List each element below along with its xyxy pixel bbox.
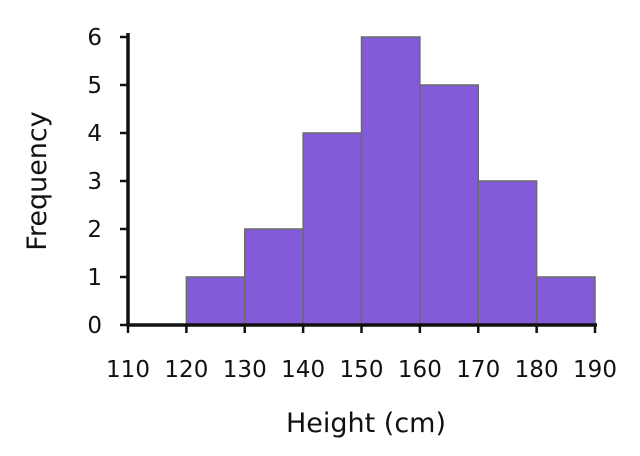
x-axis-title: Height (cm)	[286, 408, 446, 439]
y-tick-label: 3	[87, 169, 102, 195]
histogram-bar-150-160	[360, 36, 421, 326]
x-tick-label: 140	[281, 357, 325, 383]
y-axis-title: Frequency	[22, 111, 53, 251]
histogram-bar-160-170	[419, 84, 479, 326]
x-tick-label: 150	[340, 357, 384, 383]
y-tick-label: 0	[87, 313, 102, 339]
y-tick-label: 6	[87, 25, 102, 51]
x-tick-label: 120	[164, 357, 208, 383]
y-tick-label: 5	[87, 73, 102, 99]
histogram-bar-130-140	[244, 228, 304, 326]
x-tick-label: 110	[106, 357, 150, 383]
bars-group	[185, 36, 596, 326]
x-tick-label: 180	[515, 357, 559, 383]
x-tick-label: 170	[456, 357, 500, 383]
histogram-bar-140-150	[302, 132, 363, 326]
x-tick-label: 130	[223, 357, 267, 383]
histogram-bar-120-130	[185, 276, 246, 326]
x-ticks-group: 110 120 130 140 150 160 170 180 190	[106, 325, 617, 383]
x-tick-label: 190	[573, 357, 617, 383]
y-tick-label: 1	[87, 265, 102, 291]
x-tick-label: 160	[398, 357, 442, 383]
y-ticks-group: 0 1 2 3 4 5 6	[87, 25, 128, 339]
histogram-bar-170-180	[477, 180, 538, 326]
histogram-bar-180-190	[535, 276, 596, 326]
y-tick-label: 2	[87, 217, 102, 243]
y-tick-label: 4	[87, 121, 102, 147]
